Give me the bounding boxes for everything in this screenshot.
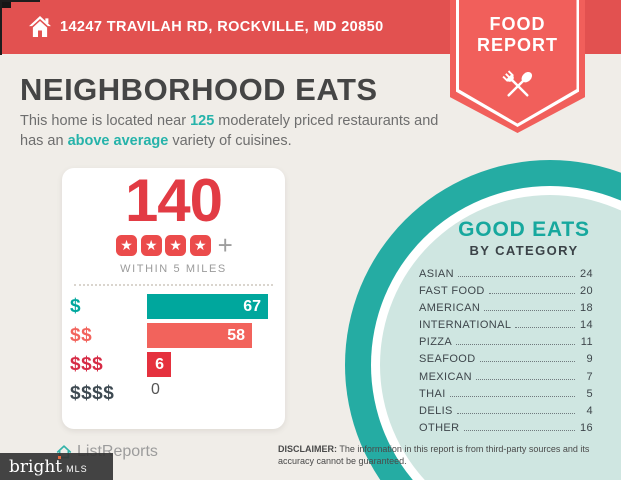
dotted-leader bbox=[475, 378, 575, 380]
dotted-leader bbox=[463, 429, 575, 431]
dotted-leader bbox=[479, 361, 575, 363]
category-row: PIZZA 11 bbox=[419, 336, 593, 350]
bright-mls-logo: bright MLS bbox=[0, 453, 113, 480]
category-list: ASIAN 24 FAST FOOD 20 AMERICAN 18 INTERNATIONA… bbox=[419, 268, 593, 439]
variety-highlight: above average bbox=[67, 132, 169, 149]
mls-suffix: MLS bbox=[66, 463, 88, 474]
food-report-badge: FOOD REPORT bbox=[450, 0, 585, 133]
badge-title-line2: REPORT bbox=[476, 35, 558, 55]
category-row: ASIAN 24 bbox=[419, 268, 593, 282]
bright-orange-dot bbox=[58, 455, 62, 459]
category-value: 7 bbox=[586, 370, 593, 383]
page-title: NEIGHBORHOOD EATS bbox=[20, 72, 378, 107]
price-tier-bar: 67 bbox=[147, 294, 268, 319]
category-name: DELIS bbox=[419, 404, 453, 417]
dotted-leader bbox=[515, 327, 575, 329]
bright-wordmark: bright bbox=[9, 455, 63, 477]
category-row: FAST FOOD 20 bbox=[419, 285, 593, 299]
price-tier-row: $$ 58 bbox=[70, 323, 285, 348]
category-name: AMERICAN bbox=[419, 302, 481, 315]
plus-icon: + bbox=[217, 230, 233, 260]
star-icon: ★ bbox=[140, 234, 162, 256]
bar-value: 0 bbox=[151, 381, 160, 398]
price-tier-label: $$$$ bbox=[70, 382, 115, 404]
category-row: THAI 5 bbox=[419, 388, 593, 402]
star-icon: ★ bbox=[165, 234, 187, 256]
disclaimer-label: DISCLAIMER: bbox=[278, 444, 337, 454]
category-value: 11 bbox=[580, 336, 593, 349]
restaurant-summary-card: 140 ★ ★ ★ ★ + WITHIN 5 MILES $67 $$ 58 $$$ 6 $$$… bbox=[62, 168, 285, 429]
category-value: 14 bbox=[579, 319, 593, 332]
good-eats-subtitle: BY CATEGORY bbox=[469, 243, 579, 258]
category-value: 16 bbox=[579, 421, 593, 434]
category-name: ASIAN bbox=[419, 268, 455, 280]
price-tier-label: $$$ bbox=[70, 353, 104, 375]
category-name: FAST FOOD bbox=[419, 285, 485, 298]
category-name: PIZZA bbox=[419, 336, 453, 349]
divider bbox=[74, 284, 273, 286]
disclaimer: DISCLAIMER: The information in this repo… bbox=[278, 444, 590, 466]
intro-line-1: This home is located near 125 moderately… bbox=[20, 113, 439, 129]
intro-text: This home is located near 125 moderately… bbox=[20, 112, 438, 151]
price-tier-bar-chart: $67 $$ 58 $$$ 6 $$$$ 0 bbox=[62, 294, 285, 406]
bar-value: 67 bbox=[243, 297, 261, 315]
category-value: 24 bbox=[579, 268, 593, 280]
category-row: SEAFOOD 9 bbox=[419, 353, 593, 367]
property-address: 14247 TRAVILAH RD, ROCKVILLE, MD 20850 bbox=[60, 19, 384, 35]
category-row: MEXICAN 7 bbox=[419, 371, 593, 385]
category-name: MEXICAN bbox=[419, 370, 472, 383]
badge-title-line1: FOOD bbox=[489, 14, 546, 34]
dotted-leader bbox=[449, 395, 575, 397]
category-name: OTHER bbox=[419, 421, 460, 434]
category-row: INTERNATIONAL 14 bbox=[419, 319, 593, 333]
restaurant-count: 125 bbox=[190, 113, 215, 129]
price-tier-row: $$$$ 0 bbox=[70, 381, 285, 406]
category-value: 9 bbox=[586, 353, 593, 366]
intro-line-2: has an above average variety of cuisines… bbox=[20, 132, 292, 149]
total-restaurants: 140 bbox=[124, 167, 223, 234]
category-row: DELIS 4 bbox=[419, 405, 593, 419]
category-value: 5 bbox=[586, 387, 593, 400]
good-eats-circle bbox=[345, 160, 621, 480]
price-tier-label: $$ bbox=[70, 324, 93, 346]
category-value: 4 bbox=[586, 404, 593, 417]
price-tier-label: $ bbox=[70, 295, 82, 317]
dotted-leader bbox=[488, 293, 575, 295]
category-row: AMERICAN 18 bbox=[419, 302, 593, 316]
price-tier-bar: 6 bbox=[147, 352, 171, 377]
category-row: OTHER 16 bbox=[419, 422, 593, 436]
good-eats-title: GOOD EATS bbox=[458, 218, 590, 241]
category-name: THAI bbox=[419, 387, 446, 400]
star-icon: ★ bbox=[189, 234, 211, 256]
utensils-icon bbox=[501, 70, 532, 97]
dotted-leader bbox=[484, 310, 575, 312]
price-tier-row: $$$ 6 bbox=[70, 352, 285, 377]
good-eats-heading: GOOD EATS BY CATEGORY bbox=[418, 218, 621, 258]
house-icon bbox=[29, 16, 51, 38]
dotted-leader bbox=[458, 276, 575, 277]
dotted-leader bbox=[456, 344, 575, 346]
star-rating: ★ ★ ★ ★ + bbox=[62, 230, 285, 260]
star-icon: ★ bbox=[116, 234, 138, 256]
photo-edge-top bbox=[0, 0, 40, 2]
bar-value: 6 bbox=[155, 355, 164, 373]
photo-edge-left bbox=[0, 0, 2, 55]
bar-value: 58 bbox=[227, 326, 245, 344]
radius-caption: WITHIN 5 MILES bbox=[120, 263, 227, 275]
category-value: 18 bbox=[579, 302, 593, 315]
category-value: 20 bbox=[579, 285, 593, 298]
price-tier-row: $67 bbox=[70, 294, 285, 319]
category-name: INTERNATIONAL bbox=[419, 319, 512, 332]
dotted-leader bbox=[456, 412, 575, 414]
price-tier-bar: 58 bbox=[147, 323, 252, 348]
category-name: SEAFOOD bbox=[419, 353, 476, 366]
photo-corner-artifact bbox=[0, 0, 11, 8]
